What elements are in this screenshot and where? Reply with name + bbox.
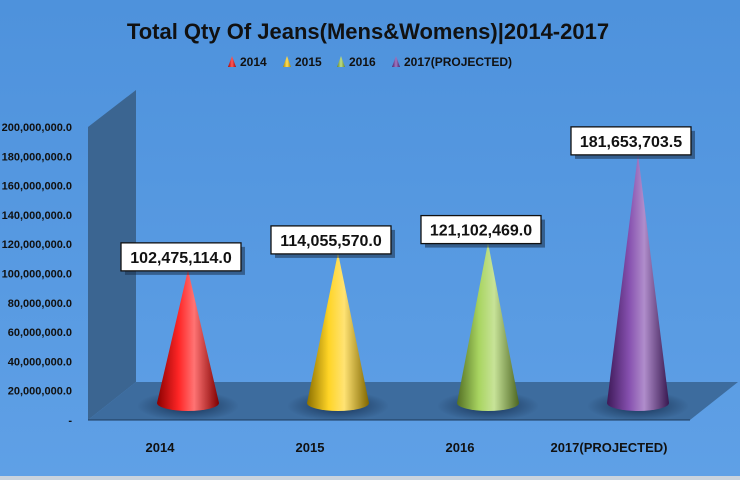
cone-body <box>457 242 519 411</box>
data-label-text: 114,055,570.0 <box>280 233 382 250</box>
y-tick-label: 60,000,000.0 <box>8 327 72 339</box>
data-label-box <box>120 242 242 272</box>
cone <box>587 153 689 421</box>
data-label-box <box>570 126 692 156</box>
legend-label: 2014 <box>240 55 267 69</box>
legend-swatch <box>337 56 345 67</box>
cone <box>287 252 389 421</box>
y-tick-label: 80,000,000.0 <box>8 298 72 310</box>
data-label: 121,102,469.0 <box>420 214 545 248</box>
floor <box>88 382 738 420</box>
data-label: 102,475,114.0 <box>120 242 245 275</box>
x-axis-categories: 2014 2015 2016 2017(PROJECTED) <box>146 440 668 455</box>
data-label: 181,653,703.5 <box>570 126 695 159</box>
y-tick-label: 40,000,000.0 <box>8 356 72 368</box>
data-label-box <box>270 225 392 255</box>
legend-swatch <box>228 56 236 67</box>
y-tick-label: 200,000,000.0 <box>2 122 72 134</box>
data-labels: 102,475,114.0 114,055,570.0 121,102,469.0 1… <box>120 126 695 275</box>
legend-label: 2016 <box>349 55 376 69</box>
data-label: 114,055,570.0 <box>270 225 395 258</box>
legend-swatch <box>283 56 291 67</box>
cone-body <box>157 269 219 411</box>
legend-swatch <box>392 56 400 67</box>
y-tick-label: - <box>68 415 72 427</box>
cone <box>137 269 239 421</box>
x-category-label: 2014 <box>146 440 176 455</box>
legend-label: 2015 <box>295 55 322 69</box>
y-tick-label: 20,000,000.0 <box>8 386 72 398</box>
x-category-label: 2016 <box>446 440 475 455</box>
x-category-label: 2017(PROJECTED) <box>550 440 667 455</box>
back-wall <box>88 90 136 420</box>
y-tick-label: 180,000,000.0 <box>2 151 72 163</box>
legend-label: 2017(PROJECTED) <box>404 55 512 69</box>
y-tick-label: 160,000,000.0 <box>2 181 72 193</box>
data-label-text: 102,475,114.0 <box>130 250 232 267</box>
chart-title: Total Qty Of Jeans(Mens&Womens)|2014-201… <box>127 19 609 44</box>
data-label-text: 121,102,469.0 <box>430 223 532 240</box>
y-tick-label: 140,000,000.0 <box>2 210 72 222</box>
bottom-edge <box>0 476 740 480</box>
y-tick-label: 120,000,000.0 <box>2 239 72 251</box>
cone-body <box>607 153 669 411</box>
legend: 2014 2015 2016 2017(PROJECTED) <box>228 55 512 69</box>
cones <box>137 153 689 421</box>
cone <box>437 242 539 421</box>
data-label-box <box>420 214 542 245</box>
x-category-label: 2015 <box>296 440 325 455</box>
y-axis-ticks: - 20,000,000.0 40,000,000.0 60,000,000.0 80,… <box>2 122 73 427</box>
y-tick-label: 100,000,000.0 <box>2 269 72 281</box>
data-label-text: 181,653,703.5 <box>580 134 682 151</box>
cone-body <box>307 252 369 411</box>
